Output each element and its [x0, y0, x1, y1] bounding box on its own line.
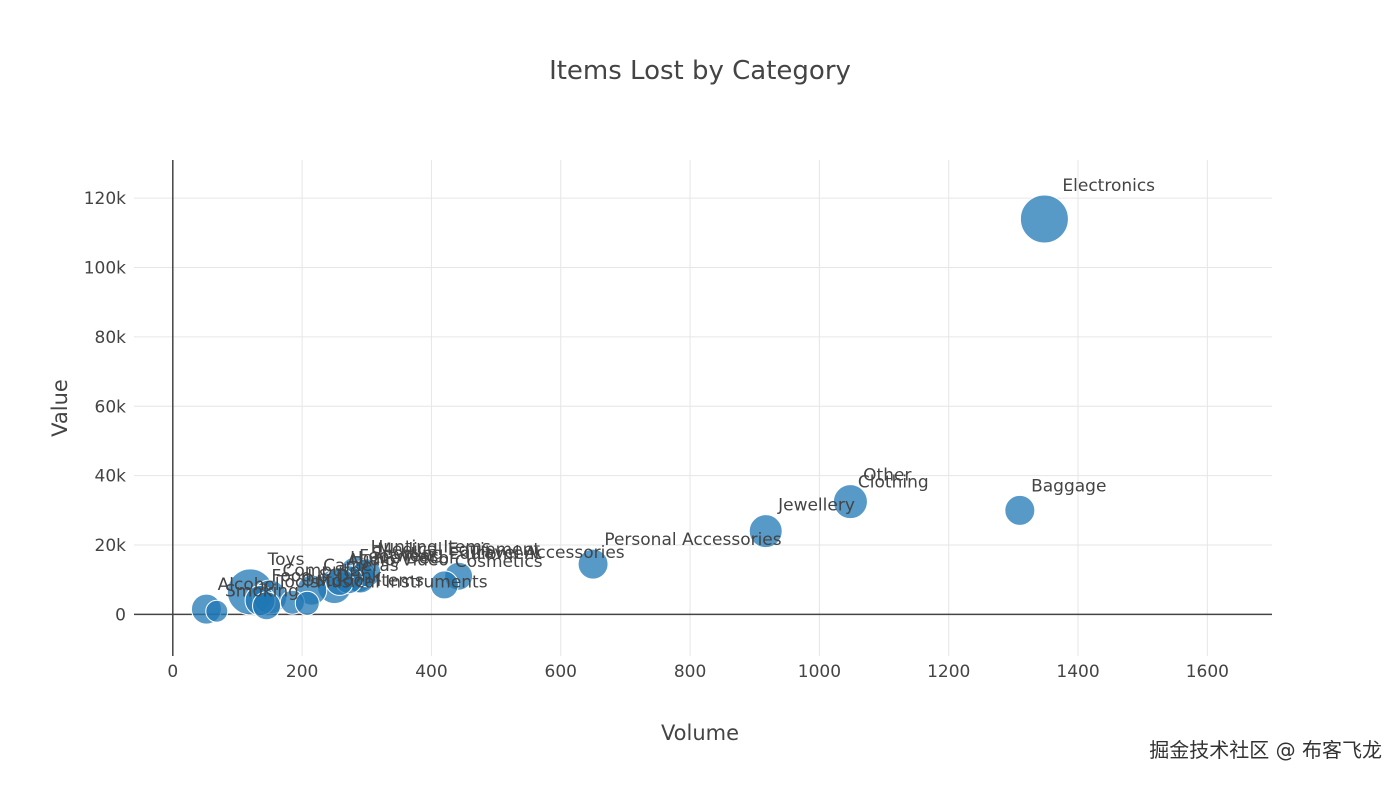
point-label: Travel Accessories — [468, 543, 625, 563]
point-label: Electronics — [1062, 176, 1155, 196]
y-tick-label: 0 — [115, 605, 126, 625]
point-label: Computer — [283, 561, 368, 581]
y-axis-label: Value — [48, 379, 72, 437]
marker — [294, 590, 320, 616]
marker — [1004, 494, 1036, 526]
x-tick-label: 1000 — [798, 662, 841, 682]
marker — [748, 514, 783, 549]
point-label: Footwear — [359, 547, 437, 567]
marker — [429, 570, 459, 600]
x-tick-label: 200 — [286, 662, 318, 682]
point-label: Tools — [276, 573, 319, 593]
point-label: Audio/Video — [347, 551, 449, 571]
point-label: Cameras — [323, 556, 399, 576]
point-label: Hunting Items — [371, 537, 491, 557]
point-label: Alcohol — [218, 575, 280, 595]
x-tick-label: 0 — [167, 662, 178, 682]
point-label: Jewellery — [777, 496, 855, 516]
x-tick-label: 800 — [674, 662, 706, 682]
x-tick-labels: 0 200 400 600 800 1000 1200 1400 1600 — [167, 662, 1229, 682]
watermark: 掘金技术社区 @ 布客飞龙 — [1149, 738, 1382, 762]
point-label: Musical Instruments — [316, 572, 487, 592]
point-label: Sporting Equipment — [372, 544, 542, 564]
y-tick-label: 20k — [95, 536, 127, 556]
marker — [577, 548, 609, 580]
marker — [325, 566, 355, 596]
y-tick-label: 80k — [95, 328, 127, 348]
point-label: Toys — [267, 550, 305, 570]
point-label: Outdoor Items — [301, 571, 424, 591]
point-label: Other — [863, 466, 911, 486]
point-label: Baggage — [1031, 476, 1106, 496]
chart-title: Items Lost by Category — [549, 56, 851, 86]
point-label: Smoking — [225, 581, 299, 601]
marker — [832, 484, 868, 520]
point-label: Cosmetics — [455, 552, 543, 572]
y-tick-label: 60k — [95, 397, 127, 417]
marker — [205, 599, 229, 623]
y-tick-labels: 0 20k 40k 60k 80k 100k 120k — [84, 189, 126, 625]
x-axis-label: Volume — [661, 721, 739, 745]
grid-lines — [134, 160, 1272, 656]
marker — [1019, 194, 1069, 244]
point-label: Food & Drink — [271, 567, 381, 587]
x-tick-label: 1600 — [1186, 662, 1229, 682]
axes — [134, 160, 1272, 656]
y-tick-label: 120k — [84, 189, 126, 209]
point-labels: Electronics Other Baggage ClothingJewellery… — [218, 176, 1156, 601]
x-tick-label: 1200 — [927, 662, 970, 682]
y-tick-label: 100k — [84, 259, 126, 279]
y-tick-label: 40k — [95, 467, 127, 487]
x-tick-label: 600 — [545, 662, 577, 682]
x-tick-label: 1400 — [1056, 662, 1099, 682]
point-label: Clothing — [858, 473, 929, 493]
markers — [190, 194, 1069, 625]
point-label: Home Decor — [350, 548, 456, 568]
point-label: Medical Equipment — [377, 540, 540, 560]
x-tick-label: 400 — [415, 662, 447, 682]
point-label: Personal Accessories — [604, 530, 781, 550]
